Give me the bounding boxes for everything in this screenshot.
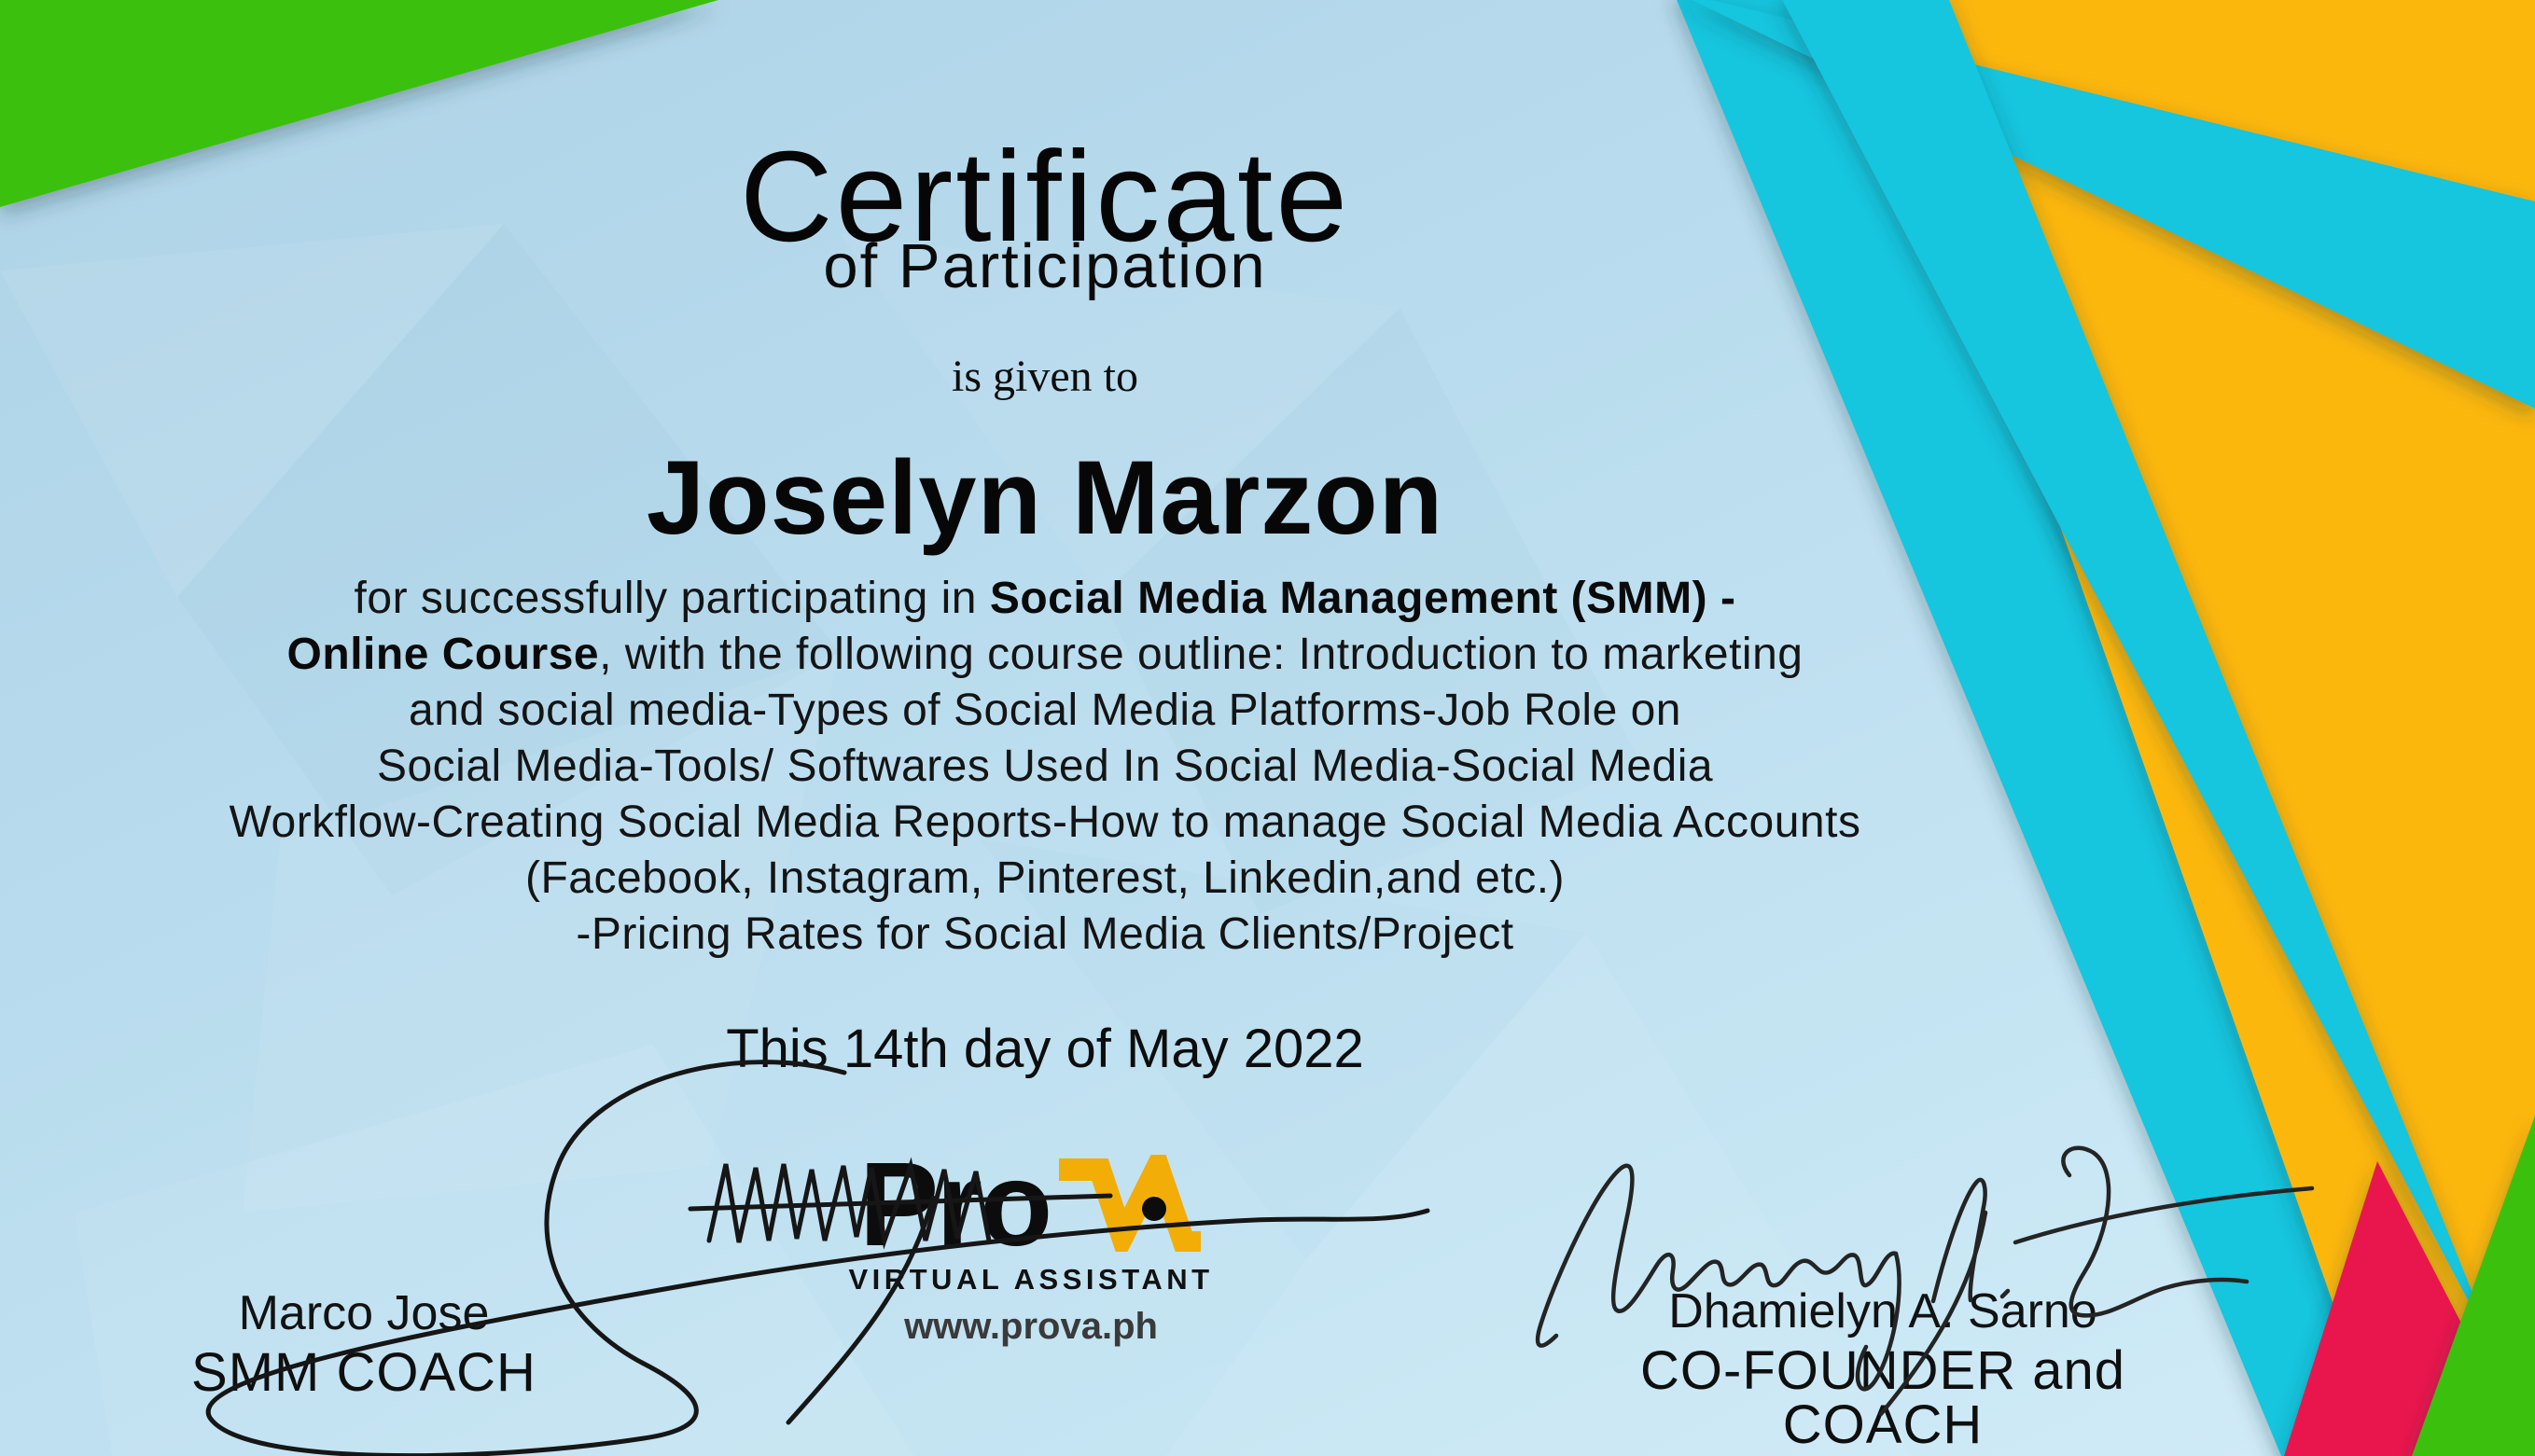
given-to-line: is given to [952, 352, 1138, 401]
signer-block-right: Dhamielyn A. Sarno CO-FOUNDER and COACH [1566, 1287, 2200, 1452]
body-line: Workflow-Creating Social Media Reports-H… [0, 795, 2090, 851]
body-line-segment: , with the following course outline: Int… [599, 630, 1804, 679]
recipient-name: Joselyn Marzon [646, 439, 1444, 556]
signer-block-left: Marco Jose SMM COACH [84, 1289, 644, 1400]
body-line: for successfully participating in Social… [0, 571, 2090, 627]
body-line: Online Course, with the following course… [0, 627, 2090, 683]
triangle-green-bottomright [2412, 1116, 2535, 1456]
body-line: Social Media-Tools/ Softwares Used In So… [0, 739, 2090, 795]
body-line-segment: for successfully participating in [354, 574, 990, 623]
prova-va-monogram-icon [1059, 1155, 1202, 1252]
body-line: (Facebook, Instagram, Pinterest, Linkedi… [0, 851, 2090, 907]
prova-website: www.prova.ph [904, 1306, 1158, 1347]
body-line-segment: -Pricing Rates for Social Media Clients/… [576, 909, 1514, 959]
body-line: -Pricing Rates for Social Media Clients/… [0, 907, 2090, 963]
prova-tagline: VIRTUAL ASSISTANT [848, 1263, 1214, 1296]
body-line-segment: Social Media-Tools/ Softwares Used In So… [376, 742, 1714, 791]
body-line-segment: Online Course [286, 630, 600, 679]
body-line-segment: (Facebook, Instagram, Pinterest, Linkedi… [524, 853, 1566, 903]
body-line-segment: Social Media Management (SMM) - [989, 574, 1736, 623]
body-line-segment: Workflow-Creating Social Media Reports-H… [229, 797, 1861, 847]
signer-right-name: Dhamielyn A. Sarno [1668, 1284, 2097, 1338]
certificate-subtitle: of Participation [823, 231, 1267, 301]
body-line: and social media-Types of Social Media P… [0, 683, 2090, 739]
prova-wordmark: Pro [858, 1138, 1052, 1272]
date-line: This 14th day of May 2022 [726, 1019, 1364, 1079]
signer-left-role: SMM COACH [191, 1342, 536, 1403]
signer-left-name: Marco Jose [238, 1286, 490, 1340]
triangle-red-bottomright [2284, 1161, 2530, 1456]
certificate-title: Certificate [739, 125, 1351, 269]
body-line-segment: and social media-Types of Social Media P… [409, 686, 1681, 735]
prova-logo-row: Pro [844, 1138, 1218, 1272]
prova-logo: Pro VIRTUAL ASSISTANT www.prova.ph [844, 1138, 1218, 1348]
body-paragraph: for successfully participating in Social… [0, 571, 2090, 963]
signer-right-role: CO-FOUNDER and COACH [1640, 1340, 2125, 1455]
